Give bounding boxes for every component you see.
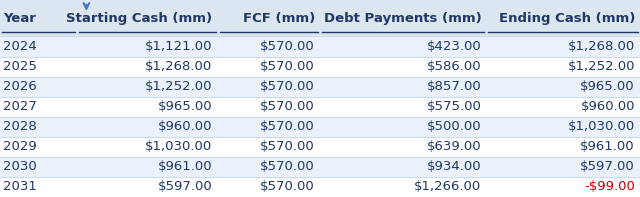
Text: $1,252.00: $1,252.00: [568, 60, 635, 73]
Text: $960.00: $960.00: [580, 100, 635, 113]
Text: $570.00: $570.00: [260, 160, 315, 173]
Text: $570.00: $570.00: [260, 80, 315, 93]
FancyBboxPatch shape: [0, 157, 640, 177]
FancyBboxPatch shape: [0, 177, 640, 197]
Text: Ending Cash (mm): Ending Cash (mm): [499, 12, 635, 25]
Text: 2028: 2028: [3, 120, 37, 133]
Text: $639.00: $639.00: [427, 140, 481, 153]
Text: $961.00: $961.00: [580, 140, 635, 153]
Text: $597.00: $597.00: [157, 180, 212, 193]
Text: $570.00: $570.00: [260, 40, 315, 53]
Text: $586.00: $586.00: [427, 60, 481, 73]
Text: 2031: 2031: [3, 180, 37, 193]
Text: 2027: 2027: [3, 100, 37, 113]
Text: $1,266.00: $1,266.00: [414, 180, 481, 193]
Text: $1,252.00: $1,252.00: [145, 80, 212, 93]
Text: 2030: 2030: [3, 160, 37, 173]
Text: $1,268.00: $1,268.00: [145, 60, 212, 73]
Text: $570.00: $570.00: [260, 120, 315, 133]
Text: $570.00: $570.00: [260, 140, 315, 153]
Text: Debt Payments (mm): Debt Payments (mm): [324, 12, 481, 25]
FancyBboxPatch shape: [0, 117, 640, 137]
Text: $423.00: $423.00: [426, 40, 481, 53]
Text: $1,030.00: $1,030.00: [145, 140, 212, 153]
Text: -$99.00: -$99.00: [584, 180, 635, 193]
Text: 2025: 2025: [3, 60, 37, 73]
Text: Starting Cash (mm): Starting Cash (mm): [67, 12, 212, 25]
Text: $965.00: $965.00: [580, 80, 635, 93]
Text: $1,268.00: $1,268.00: [568, 40, 635, 53]
Text: 2024: 2024: [3, 40, 37, 53]
Text: $961.00: $961.00: [158, 160, 212, 173]
Text: $1,030.00: $1,030.00: [568, 120, 635, 133]
Text: 2026: 2026: [3, 80, 37, 93]
Text: $575.00: $575.00: [426, 100, 481, 113]
FancyBboxPatch shape: [0, 97, 640, 117]
Text: FCF (mm): FCF (mm): [243, 12, 315, 25]
FancyBboxPatch shape: [0, 137, 640, 157]
Text: $857.00: $857.00: [426, 80, 481, 93]
Text: $570.00: $570.00: [260, 100, 315, 113]
Text: $597.00: $597.00: [580, 160, 635, 173]
Text: $960.00: $960.00: [158, 120, 212, 133]
Text: 2029: 2029: [3, 140, 37, 153]
FancyBboxPatch shape: [0, 77, 640, 97]
Text: Year: Year: [3, 12, 36, 25]
Text: $934.00: $934.00: [427, 160, 481, 173]
Text: $500.00: $500.00: [427, 120, 481, 133]
FancyBboxPatch shape: [0, 36, 640, 57]
Text: $570.00: $570.00: [260, 180, 315, 193]
Text: $1,121.00: $1,121.00: [145, 40, 212, 53]
Text: $570.00: $570.00: [260, 60, 315, 73]
FancyBboxPatch shape: [0, 57, 640, 77]
FancyBboxPatch shape: [0, 0, 640, 36]
Text: $965.00: $965.00: [158, 100, 212, 113]
